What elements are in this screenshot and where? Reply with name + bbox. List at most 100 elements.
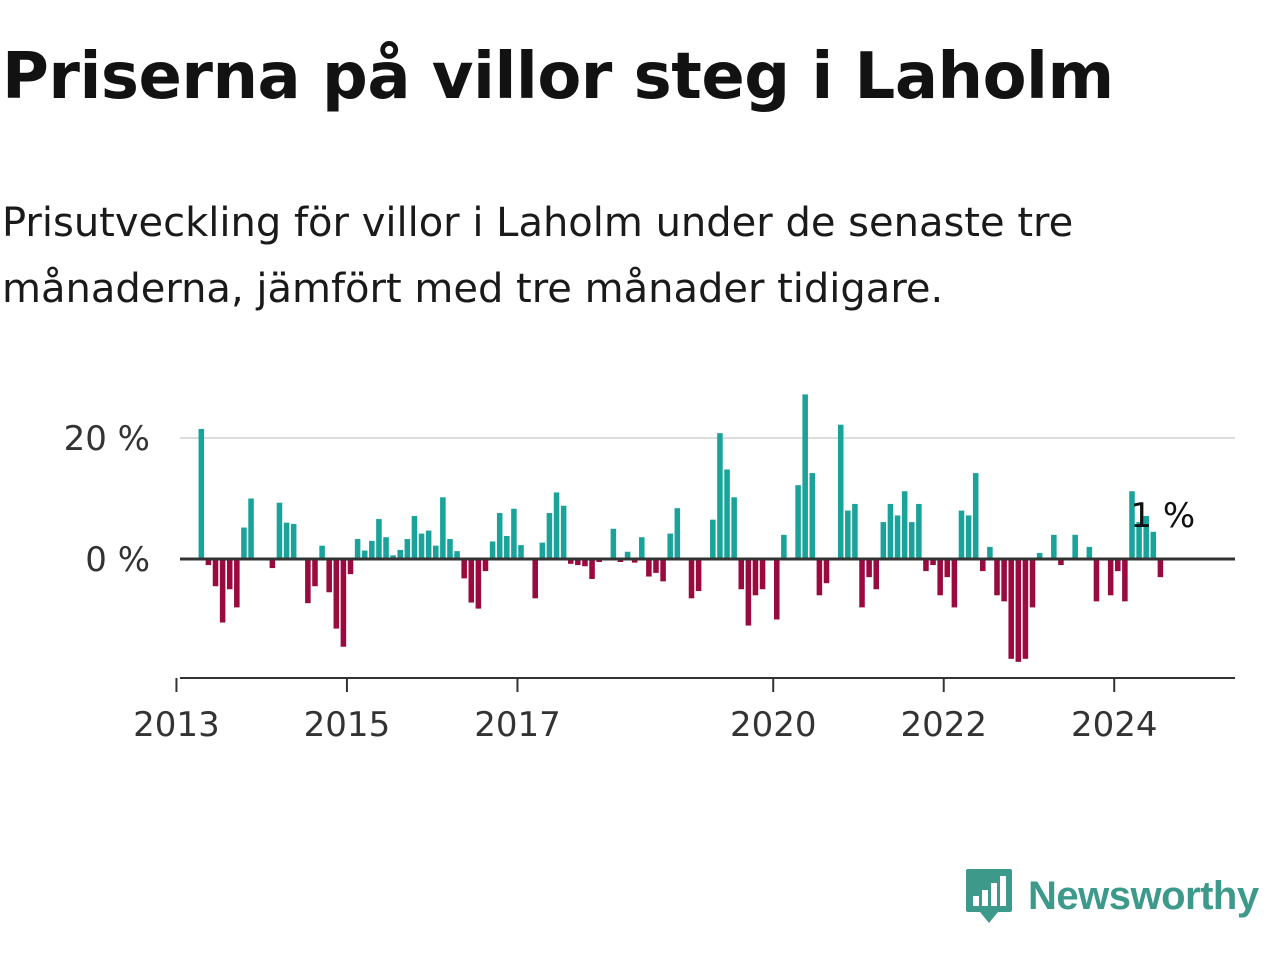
- bar-2015-10: [411, 516, 418, 559]
- bar-2022-11: [1015, 559, 1022, 662]
- y-tick-label: 20 %: [64, 419, 150, 459]
- bar-2013-08: [226, 559, 233, 590]
- bar-2019-01: [688, 559, 695, 599]
- bar-2017-01: [518, 545, 524, 559]
- x-tick-label: 2022: [900, 705, 987, 745]
- bar-2017-12: [596, 559, 602, 563]
- bar-2018-04: [624, 551, 631, 559]
- bar-2015-02: [354, 539, 361, 559]
- bar-2021-09: [916, 503, 922, 559]
- bar-2018-08: [653, 559, 659, 573]
- bar-2017-04: [539, 542, 546, 559]
- bar-2019-05: [717, 433, 723, 559]
- bar-2022-06: [980, 559, 986, 572]
- bar-2014-12: [340, 559, 347, 647]
- bar-2015-06: [383, 537, 389, 559]
- bar-2024-01: [1115, 559, 1121, 572]
- bar-2021-08: [908, 522, 915, 559]
- bar-2021-07: [901, 491, 908, 559]
- x-axis: 2013 2015 2017 2020 2022 2024: [133, 557, 1235, 745]
- bar-2019-10: [752, 559, 759, 596]
- bar-2015-09: [404, 539, 411, 559]
- bars: [198, 394, 1164, 662]
- last-value-label: 1 %: [1130, 496, 1195, 536]
- bar-2020-07: [816, 559, 823, 596]
- bar-2024-02: [1122, 559, 1128, 602]
- bar-2022-05: [972, 473, 979, 559]
- bar-2019-07: [731, 497, 737, 559]
- bar-2022-02: [951, 559, 958, 608]
- bar-2013-05: [205, 559, 212, 566]
- bar-2014-10: [326, 559, 332, 593]
- bar-2014-02: [269, 559, 276, 569]
- gridlines: 0 % 20 %: [64, 419, 1235, 580]
- bar-2018-02: [610, 528, 617, 559]
- bar-2022-12: [1022, 559, 1029, 659]
- bar-2023-12: [1107, 559, 1114, 596]
- x-tick-label: 2013: [133, 705, 220, 745]
- bar-2024-04: [1136, 522, 1142, 559]
- bar-2024-05: [1143, 516, 1149, 559]
- bar-2021-11: [930, 559, 936, 566]
- bar-2015-07: [390, 555, 396, 559]
- bar-2017-08: [567, 559, 574, 564]
- bar-2022-09: [1001, 559, 1007, 602]
- bar-2016-10: [496, 513, 503, 559]
- bar-2024-03: [1129, 491, 1135, 559]
- bar-2013-11: [248, 498, 254, 559]
- bar-2019-08: [738, 559, 745, 590]
- x-tick-label: 2017: [474, 705, 561, 745]
- bar-2015-03: [361, 550, 368, 559]
- bar-2016-06: [468, 559, 475, 603]
- bar-2017-09: [575, 559, 581, 566]
- y-tick-label: 0 %: [85, 540, 150, 580]
- bar-2020-02: [781, 534, 787, 559]
- bar-2022-08: [994, 559, 1000, 596]
- bar-2017-07: [560, 505, 567, 559]
- bar-2021-03: [873, 559, 879, 590]
- bar-2015-04: [369, 540, 375, 559]
- bar-2021-05: [887, 503, 894, 559]
- bar-2013-06: [212, 559, 219, 587]
- bar-2015-11: [418, 533, 425, 559]
- bar-2016-12: [511, 508, 517, 559]
- bar-2021-06: [894, 515, 901, 559]
- bar-2017-11: [589, 559, 595, 579]
- bar-2017-05: [546, 513, 553, 559]
- bar-2015-01: [347, 559, 354, 575]
- bar-2022-03: [958, 510, 965, 559]
- bar-2016-04: [454, 551, 460, 559]
- bar-2021-02: [866, 559, 872, 578]
- bar-2018-10: [667, 533, 673, 559]
- bar-2016-08: [482, 559, 489, 572]
- brand-name: Newsworthy: [1028, 873, 1259, 918]
- bar-2021-12: [937, 559, 943, 596]
- bar-2018-03: [617, 559, 624, 563]
- bar-2014-03: [276, 502, 283, 559]
- bar-2019-06: [724, 469, 730, 559]
- bar-2018-05: [631, 559, 638, 563]
- bar-2017-06: [553, 492, 560, 559]
- brand-logo: Newsworthy: [964, 864, 1259, 928]
- x-tick-label: 2015: [304, 705, 391, 745]
- page-title: Priserna på villor steg i Laholm: [2, 40, 1114, 114]
- bar-2018-11: [674, 508, 681, 559]
- bar-2022-10: [1008, 559, 1014, 659]
- bar-2020-06: [809, 473, 816, 559]
- bar-2020-11: [845, 510, 851, 559]
- bar-2020-05: [802, 394, 808, 559]
- bar-2019-11: [759, 559, 766, 590]
- bar-2023-01: [1029, 559, 1036, 608]
- newsworthy-logo-icon: [966, 869, 1012, 923]
- bar-2019-02: [695, 559, 702, 592]
- page-subtitle: Prisutveckling för villor i Laholm under…: [2, 200, 1074, 312]
- bar-2016-03: [447, 539, 453, 559]
- bar-2017-10: [582, 559, 588, 567]
- bar-2021-01: [859, 559, 865, 608]
- bar-2014-08: [312, 559, 318, 587]
- bar-2016-07: [475, 559, 482, 609]
- bar-2020-08: [823, 559, 830, 584]
- bar-2014-04: [283, 522, 290, 559]
- bar-2019-09: [745, 559, 752, 626]
